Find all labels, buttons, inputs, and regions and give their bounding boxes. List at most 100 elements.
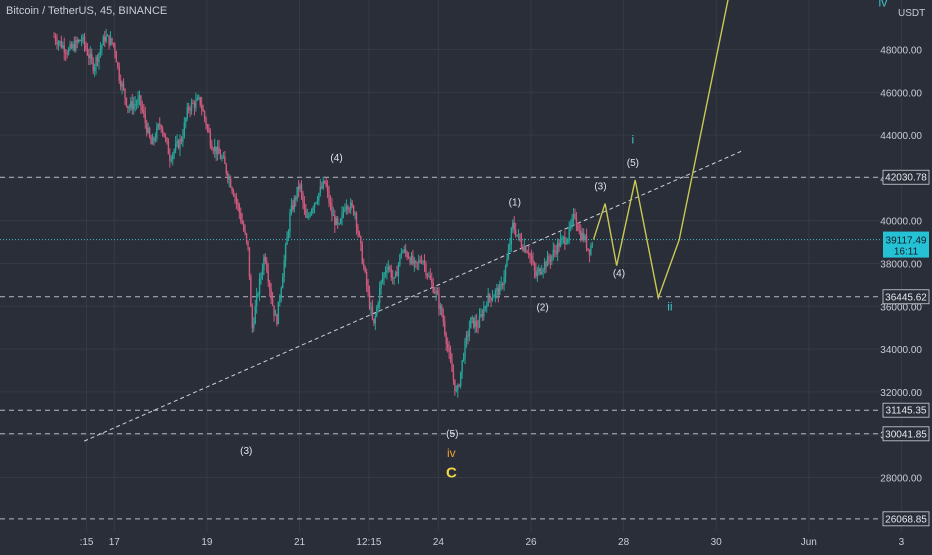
horizontal-levels [0, 176, 880, 520]
candle-body [334, 215, 336, 226]
grid [0, 0, 902, 532]
candle-body [150, 137, 152, 145]
exchange-label: BINANCE [118, 5, 168, 17]
candle-body [227, 173, 229, 180]
time-tick-label: 12:15 [356, 537, 381, 548]
candle-body [159, 124, 161, 126]
candle-body [170, 159, 173, 161]
trendline-layer [84, 149, 745, 442]
candle-body [214, 146, 216, 151]
candle-body [455, 390, 458, 392]
candle-body [322, 180, 324, 189]
candle-body [138, 95, 141, 99]
candle-body [56, 41, 58, 45]
candle-body [504, 266, 507, 278]
candle-body [247, 240, 249, 248]
price-tick-label: 34000.00 [880, 345, 922, 356]
candle-body [151, 137, 154, 145]
candle-body [548, 256, 550, 260]
candle-body [446, 344, 449, 348]
support-trendline[interactable] [84, 149, 745, 442]
candle-body [309, 214, 311, 216]
candle-body [66, 53, 68, 55]
candle-body [556, 242, 559, 254]
candle-body [200, 104, 203, 109]
level-price-tag [882, 511, 930, 527]
candle-body [115, 51, 118, 63]
candle-body [235, 197, 238, 202]
candle-body [462, 358, 465, 361]
candle-body [542, 269, 544, 272]
candle-body [153, 137, 155, 141]
candle-body [124, 88, 126, 98]
candle-body [332, 215, 335, 217]
candle-body [541, 271, 543, 274]
candle-body [106, 35, 109, 37]
candle-body [221, 157, 223, 160]
candle-body [190, 102, 193, 111]
candle-body [342, 211, 345, 213]
current-price-tag [883, 231, 929, 258]
candle-body [413, 260, 416, 264]
candle-body [166, 137, 168, 142]
candle-body [148, 127, 151, 138]
time-tick-label: 3 [899, 537, 905, 548]
elliott-wave-projection[interactable] [592, 0, 731, 301]
candle-body [238, 204, 241, 213]
candle-body [257, 294, 259, 296]
candle-body [554, 250, 556, 252]
wave-label: (3) [240, 446, 252, 457]
candle-body [344, 209, 346, 212]
candle-body [199, 97, 201, 105]
candle-body [83, 36, 86, 46]
candle-body [497, 288, 500, 296]
wave-label: (3) [594, 182, 606, 193]
candle-body [520, 239, 523, 248]
candle-body [523, 246, 526, 251]
candle-body [536, 271, 539, 277]
candle-body [88, 54, 90, 59]
candle-body [380, 280, 382, 288]
candle-body [405, 249, 407, 253]
candle-body [532, 260, 534, 264]
candle-body [205, 118, 207, 126]
wave-label: iv [879, 0, 888, 10]
candle-body [86, 49, 89, 55]
candle-body [180, 139, 183, 142]
candle-body [590, 245, 592, 255]
candle-body [493, 295, 495, 298]
candle-body [98, 53, 100, 62]
candle-body [282, 276, 284, 289]
candle-body [478, 316, 481, 328]
candle-body [516, 234, 518, 236]
candle-body [376, 307, 378, 317]
candle-body [367, 285, 369, 292]
countdown-label: 16:11 [894, 247, 919, 258]
candle-body [464, 340, 466, 359]
time-tick-label: :15 [80, 537, 94, 548]
title-separator: , [112, 5, 119, 17]
candle-body [111, 38, 113, 44]
candle-body [546, 256, 549, 267]
candle-body [458, 385, 460, 387]
candle-body [416, 262, 418, 264]
candle-body [481, 314, 484, 317]
candle-body [112, 43, 115, 45]
price-tick-label: 36000.00 [880, 302, 922, 313]
candle-body [271, 298, 274, 306]
candle-body [442, 315, 445, 322]
time-tick-label: Jun [801, 537, 817, 548]
candle-body [329, 202, 332, 205]
candle-body [279, 298, 281, 302]
candle-body [384, 272, 387, 274]
candle-body [406, 252, 408, 258]
wave-label: (4) [613, 268, 625, 279]
candle-body [245, 233, 248, 241]
candle-body [147, 127, 149, 133]
candle-body [241, 220, 243, 224]
candle-body [378, 287, 381, 304]
candle-body [571, 218, 573, 225]
candle-body [525, 246, 527, 253]
